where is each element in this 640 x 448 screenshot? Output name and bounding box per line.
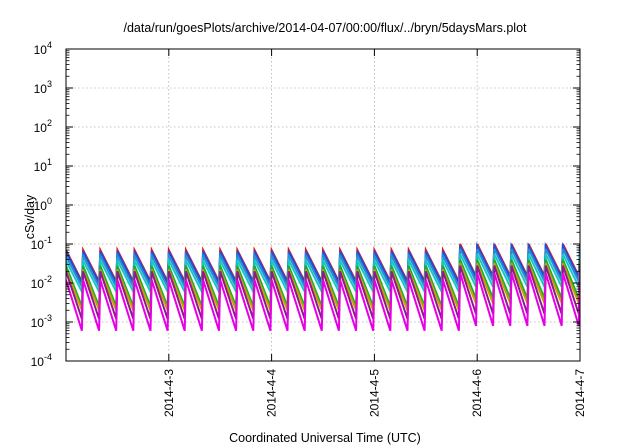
y-tick-label: 103 [34, 79, 52, 96]
series-line [66, 248, 580, 291]
x-axis-label: Coordinated Universal Time (UTC) [229, 431, 421, 445]
series-line [66, 265, 580, 320]
series-line [66, 272, 580, 332]
x-tick-label: 2014-4-6 [470, 369, 484, 417]
series-line [66, 241, 580, 284]
y-tick-label: 102 [34, 118, 52, 135]
y-tick-label: 10-3 [31, 313, 52, 330]
y-axis-label: cSv/day [23, 194, 37, 239]
y-tick-label: 101 [34, 157, 52, 174]
y-tick-label: 10-4 [31, 352, 52, 369]
x-tick-label: 2014-4-4 [265, 369, 279, 417]
series-line [66, 259, 580, 307]
series-line [66, 253, 580, 296]
plot-series [66, 241, 580, 332]
chart-title: /data/run/goesPlots/archive/2014-04-07/0… [123, 21, 527, 35]
x-tick-label: 2014-4-3 [162, 369, 176, 417]
x-tick-label: 2014-4-7 [573, 369, 587, 417]
x-tick-label: 2014-4-5 [367, 369, 381, 417]
x-axis-ticks: 2014-4-3 2014-4-4 2014-4-5 2014-4-6 2014-4-7 [162, 49, 587, 417]
y-tick-label: 10-2 [31, 274, 52, 291]
y-tick-label: 104 [34, 40, 52, 57]
